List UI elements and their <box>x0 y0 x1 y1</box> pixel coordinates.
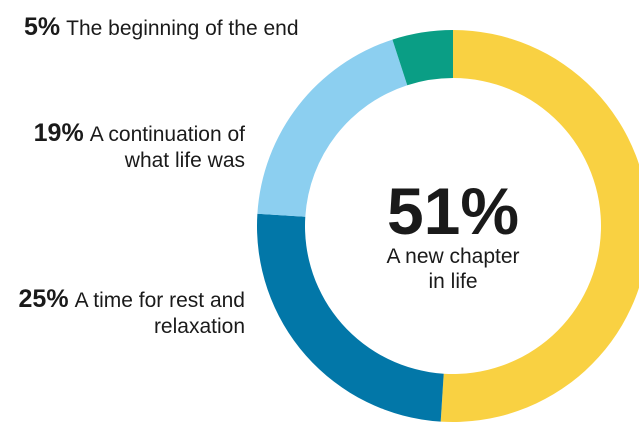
slice-label: 19% A continuation of what life was <box>0 120 245 174</box>
category-label: A continuation of what life was <box>89 123 245 172</box>
category-label: A time for rest and relaxation <box>74 289 245 338</box>
value-label: 19% <box>33 119 84 147</box>
slice-label: 25% A time for rest and relaxation <box>0 286 245 340</box>
center-label: 51% A new chapter in life <box>353 178 553 294</box>
slice <box>257 213 444 422</box>
slice-label: 5% The beginning of the end <box>24 14 384 42</box>
value-label: 5% <box>24 13 61 41</box>
slice <box>392 30 453 86</box>
slice <box>257 39 408 217</box>
value-label: 25% <box>18 285 69 313</box>
slice <box>440 30 639 422</box>
category-label: A new chapter in life <box>386 245 520 293</box>
value-label: 51% <box>386 174 520 248</box>
category-label: The beginning of the end <box>66 17 299 40</box>
